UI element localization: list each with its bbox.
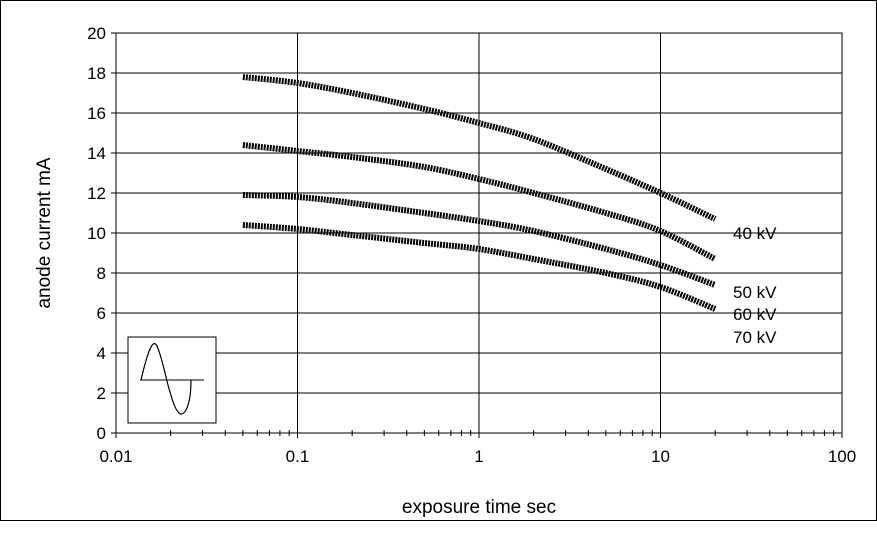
y-tick-label: 12 — [87, 184, 106, 203]
series-line — [242, 142, 717, 262]
series-label: 70 kV — [733, 328, 777, 347]
x-tick-label: 1 — [474, 447, 483, 466]
y-tick-label: 6 — [97, 304, 106, 323]
x-tick-label: 0.1 — [286, 447, 310, 466]
y-tick-label: 10 — [87, 224, 106, 243]
series-line — [242, 192, 717, 288]
plot-area — [115, 32, 843, 434]
series-group — [242, 74, 717, 312]
sine-wave-icon — [127, 336, 217, 424]
series-line — [242, 74, 717, 222]
y-tick-label: 18 — [87, 64, 106, 83]
series-label: 60 kV — [733, 305, 777, 324]
figure-border — [0, 0, 877, 521]
x-tick-labels: 0.01 0.1 1 10 100 — [99, 447, 856, 466]
y-tick-label: 20 — [87, 24, 106, 43]
x-tick-label: 10 — [651, 447, 670, 466]
y-tick-labels: 0 2 4 6 8 10 12 14 16 18 20 — [87, 24, 106, 443]
x-axis-title: exposure time sec — [402, 497, 556, 518]
series-labels: 40 kV 50 kV 60 kV 70 kV — [733, 224, 777, 347]
y-tick-label: 14 — [87, 144, 106, 163]
series-label: 50 kV — [733, 283, 777, 302]
x-tick-label: 0.01 — [99, 447, 132, 466]
y-tick-label: 0 — [97, 424, 106, 443]
series-line — [242, 222, 717, 312]
y-axis-title: anode current mA — [34, 157, 55, 308]
x-tick-label: 100 — [828, 447, 856, 466]
y-tick-label: 2 — [97, 384, 106, 403]
y-tick-label: 16 — [87, 104, 106, 123]
series-label: 40 kV — [733, 224, 777, 243]
y-tick-label: 4 — [97, 344, 106, 363]
y-tick-label: 8 — [97, 264, 106, 283]
